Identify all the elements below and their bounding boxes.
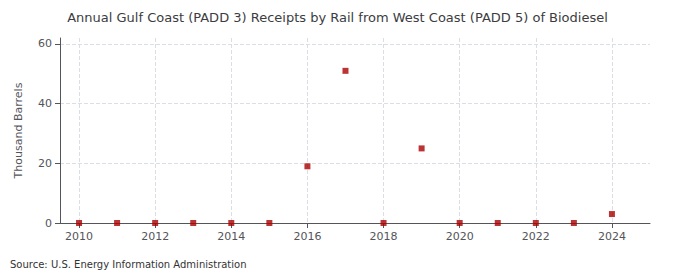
- svg-text:2014: 2014: [217, 230, 245, 243]
- svg-text:0: 0: [45, 217, 52, 230]
- svg-text:60: 60: [38, 37, 52, 50]
- svg-text:Annual Gulf Coast (PADD 3) Rec: Annual Gulf Coast (PADD 3) Receipts by R…: [67, 10, 608, 25]
- svg-text:Thousand Barrels: Thousand Barrels: [12, 82, 25, 179]
- svg-text:2024: 2024: [598, 230, 626, 243]
- svg-text:2010: 2010: [65, 230, 93, 243]
- svg-text:2016: 2016: [293, 230, 321, 243]
- svg-text:20: 20: [38, 157, 52, 170]
- svg-text:40: 40: [38, 97, 52, 110]
- svg-text:2022: 2022: [522, 230, 550, 243]
- svg-text:Source: U.S. Energy Informatio: Source: U.S. Energy Information Administ…: [10, 259, 247, 270]
- svg-text:2018: 2018: [370, 230, 398, 243]
- svg-text:2012: 2012: [141, 230, 169, 243]
- svg-text:2020: 2020: [446, 230, 474, 243]
